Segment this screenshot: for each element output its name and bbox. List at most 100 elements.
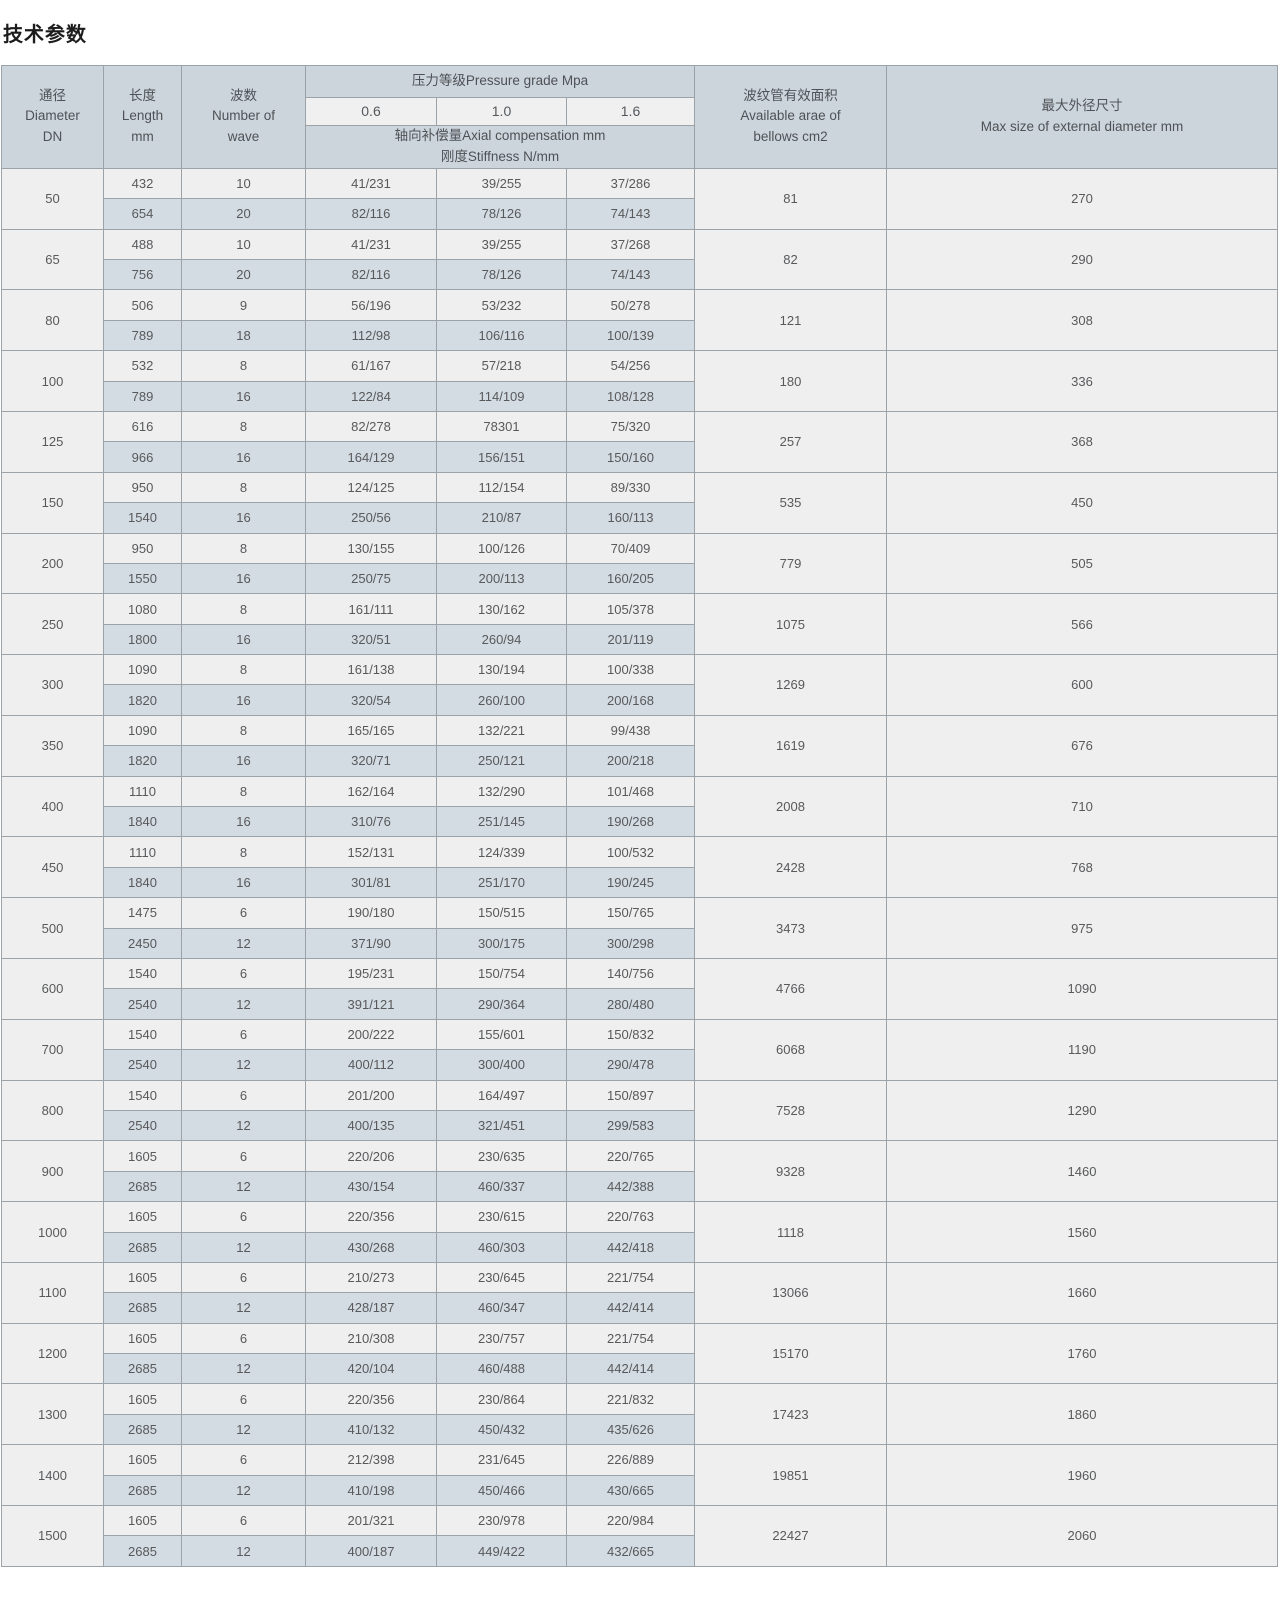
- length-cell: 950: [103, 532, 182, 564]
- dn-cell: 350: [1, 714, 104, 777]
- grade-1-6-cell: 75/320: [566, 410, 695, 443]
- table-row: 350 1090 8 165/165 132/221 99/438 1619 676: [1, 714, 1278, 777]
- length-cell: 1550: [103, 562, 182, 595]
- grade-1-6-cell: 54/256: [566, 350, 695, 382]
- wave-cell: 8: [181, 532, 306, 564]
- wave-cell: 12: [181, 1049, 306, 1081]
- grade-0-6-cell: 430/154: [305, 1170, 437, 1203]
- grade-0-6-cell: 400/112: [305, 1049, 437, 1081]
- grade-1-0-cell: 210/87: [436, 502, 567, 534]
- length-cell: 1605: [103, 1261, 182, 1294]
- length-cell: 2685: [103, 1292, 182, 1324]
- grade-1-0-cell: 100/126: [436, 532, 567, 564]
- table-row: 2540 12 400/112 300/400 290/478: [2, 1049, 1278, 1081]
- table-row: 1540 16 250/56 210/87 160/113: [2, 502, 1278, 534]
- grade-0-6-cell: 320/54: [305, 684, 437, 716]
- length-cell: 1605: [103, 1322, 182, 1355]
- table-row: 1400 1605 6 212/398 231/645 226/889 19851 1960: [1, 1444, 1278, 1507]
- table-row: 250 1080 8 161/111 130/162 105/378 1075 566: [1, 593, 1278, 656]
- area-cell: 19851: [694, 1444, 887, 1507]
- dn-cell: 125: [1, 410, 104, 473]
- grade-1-6-cell: 140/756: [566, 957, 695, 990]
- grade-1-0-cell: 53/232: [436, 289, 567, 321]
- grade-0-6-cell: 82/116: [305, 259, 437, 291]
- grade-1-6-cell: 290/478: [566, 1049, 695, 1081]
- header-grade-1-0: 1.0: [436, 97, 567, 126]
- table-row: 2685 12 400/187 449/422 432/665: [2, 1535, 1278, 1567]
- wave-cell: 8: [181, 836, 306, 868]
- dn-cell: 80: [1, 289, 104, 352]
- table-row: 450 1110 8 152/131 124/339 100/532 2428 768: [1, 836, 1278, 899]
- dn-cell: 65: [1, 228, 104, 291]
- table-row: 789 16 122/84 114/109 108/128: [2, 380, 1278, 412]
- grade-0-6-cell: 310/76: [305, 806, 437, 838]
- dn-cell: 200: [1, 532, 104, 595]
- dn-cell: 400: [1, 775, 104, 838]
- grade-1-6-cell: 74/143: [566, 198, 695, 230]
- max-diameter-cell: 975: [886, 897, 1278, 959]
- dn-cell: 1000: [1, 1201, 104, 1263]
- grade-0-6-cell: 82/116: [305, 198, 437, 230]
- table-row: 1820 16 320/54 260/100 200/168: [2, 684, 1278, 716]
- grade-1-6-cell: 160/113: [566, 502, 695, 534]
- max-diameter-cell: 710: [886, 775, 1278, 838]
- grade-1-6-cell: 299/583: [566, 1109, 695, 1142]
- grade-1-0-cell: 150/754: [436, 957, 567, 990]
- area-cell: 6068: [694, 1018, 887, 1081]
- wave-cell: 12: [181, 1292, 306, 1324]
- table-row: 1820 16 320/71 250/121 200/218: [2, 745, 1278, 777]
- max-diameter-cell: 2060: [886, 1505, 1278, 1567]
- grade-1-0-cell: 230/978: [436, 1505, 567, 1537]
- max-diameter-cell: 270: [886, 167, 1278, 230]
- area-cell: 81: [694, 167, 887, 230]
- area-cell: 4766: [694, 958, 887, 1020]
- grade-1-0-cell: 155/601: [436, 1018, 567, 1051]
- table-row: 80 506 9 56/196 53/232 50/278 121 308: [1, 289, 1278, 352]
- grade-1-0-cell: 39/255: [436, 228, 567, 261]
- wave-cell: 20: [181, 198, 306, 230]
- wave-cell: 12: [181, 927, 306, 960]
- length-cell: 966: [103, 441, 182, 473]
- grade-1-6-cell: 221/754: [566, 1261, 695, 1294]
- length-cell: 2540: [103, 988, 182, 1020]
- table-row: 400 1110 8 162/164 132/290 101/468 2008 710: [1, 775, 1278, 838]
- max-diameter-cell: 1090: [886, 958, 1278, 1020]
- dn-cell: 450: [1, 836, 104, 899]
- header-wave: 波数 Number of wave: [181, 65, 306, 169]
- wave-cell: 8: [181, 471, 306, 504]
- grade-1-0-cell: 231/645: [436, 1444, 567, 1476]
- grade-1-0-cell: 290/364: [436, 988, 567, 1020]
- grade-0-6-cell: 195/231: [305, 957, 437, 990]
- max-diameter-cell: 1660: [886, 1261, 1278, 1324]
- grade-0-6-cell: 371/90: [305, 927, 437, 960]
- grade-1-6-cell: 37/268: [566, 228, 695, 261]
- grade-1-6-cell: 70/409: [566, 532, 695, 564]
- technical-parameters-table: 通径 Diameter DN 长度 Length mm 波数 Number of…: [1, 65, 1278, 1567]
- wave-cell: 16: [181, 562, 306, 595]
- max-diameter-cell: 505: [886, 532, 1278, 595]
- length-cell: 1605: [103, 1140, 182, 1172]
- dn-cell: 1200: [1, 1322, 104, 1385]
- length-cell: 1800: [103, 623, 182, 656]
- table-row: 50 432 10 41/231 39/255 37/286 81 270: [1, 167, 1278, 230]
- max-diameter-cell: 1190: [886, 1018, 1278, 1081]
- grade-1-6-cell: 100/532: [566, 836, 695, 868]
- area-cell: 1118: [694, 1201, 887, 1263]
- max-diameter-cell: 1560: [886, 1201, 1278, 1263]
- table-row: 2450 12 371/90 300/175 300/298: [2, 927, 1278, 960]
- grade-0-6-cell: 201/321: [305, 1505, 437, 1537]
- table-row: 2685 12 410/132 450/432 435/626: [2, 1413, 1278, 1446]
- table-row: 1840 16 310/76 251/145 190/268: [2, 806, 1278, 838]
- grade-1-0-cell: 114/109: [436, 380, 567, 412]
- table-row: 756 20 82/116 78/126 74/143: [2, 259, 1278, 291]
- dn-cell: 300: [1, 654, 104, 716]
- max-diameter-cell: 1960: [886, 1444, 1278, 1507]
- grade-0-6-cell: 152/131: [305, 836, 437, 868]
- grade-1-0-cell: 300/175: [436, 927, 567, 960]
- grade-1-0-cell: 78/126: [436, 259, 567, 291]
- length-cell: 654: [103, 198, 182, 230]
- max-diameter-cell: 1860: [886, 1383, 1278, 1446]
- length-cell: 2540: [103, 1049, 182, 1081]
- grade-1-6-cell: 50/278: [566, 289, 695, 321]
- grade-1-6-cell: 100/338: [566, 654, 695, 686]
